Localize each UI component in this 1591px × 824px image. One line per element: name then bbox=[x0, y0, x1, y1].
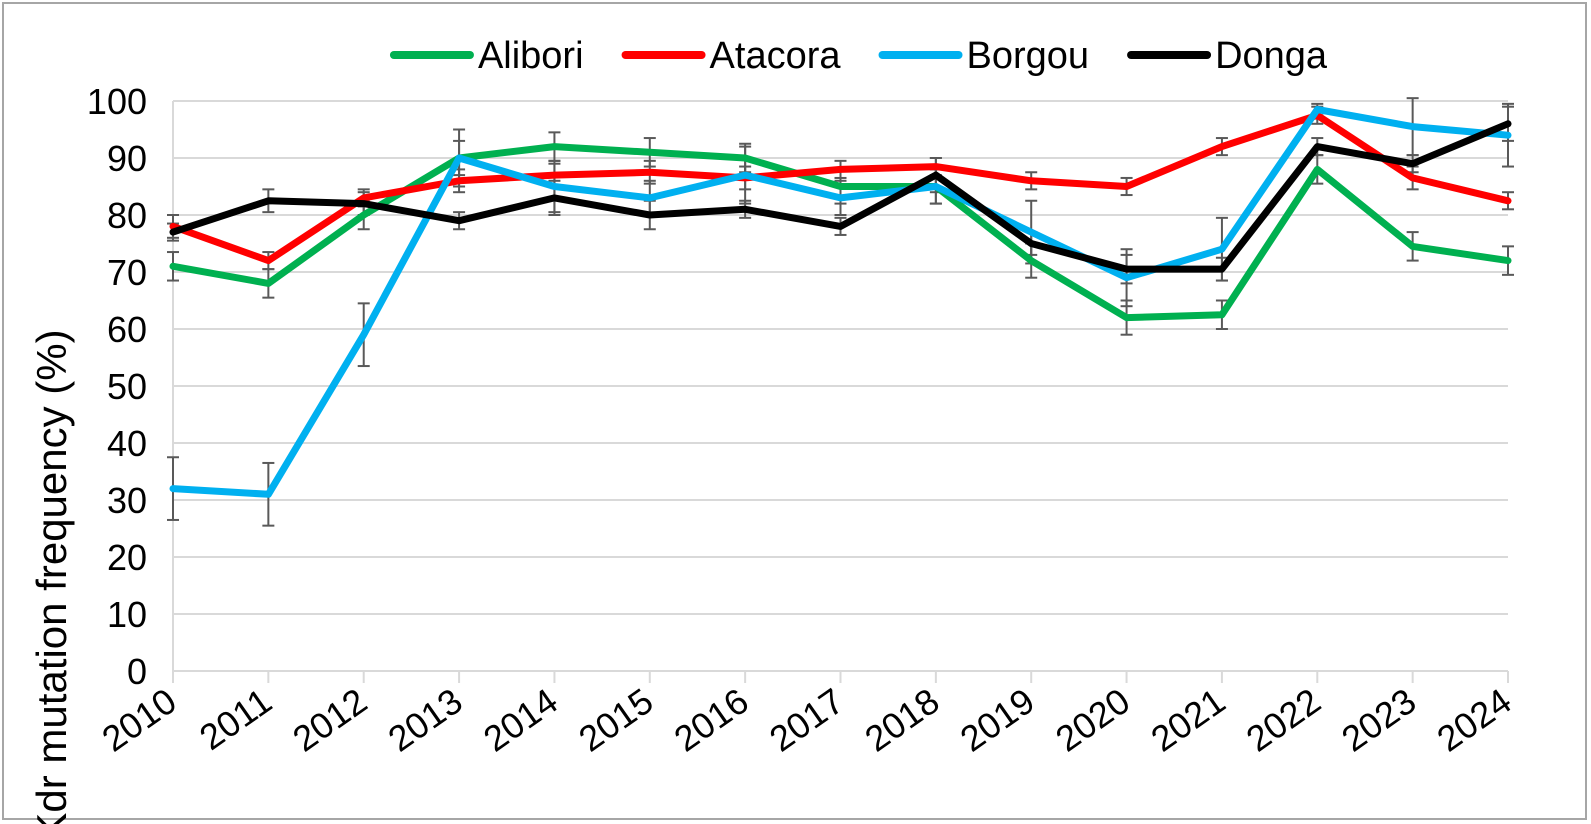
x-tick-label: 2022 bbox=[1239, 680, 1328, 760]
x-tick-label: 2023 bbox=[1334, 680, 1423, 760]
x-tick-label: 2011 bbox=[192, 680, 279, 758]
y-axis-title: Kdr mutation frequency (%) bbox=[28, 329, 75, 824]
legend-label-atacora: Atacora bbox=[710, 35, 842, 77]
series-lines bbox=[169, 106, 1512, 498]
legend: Alibori Atacora Borgou Donga bbox=[389, 35, 1328, 77]
legend-label-alibori: Alibori bbox=[478, 35, 584, 77]
x-tick-label: 2024 bbox=[1429, 680, 1518, 760]
y-tick-label: 90 bbox=[107, 138, 147, 179]
y-tick-label: 30 bbox=[107, 480, 147, 521]
series-line-donga bbox=[169, 120, 1512, 273]
y-tick-label: 70 bbox=[107, 252, 147, 293]
y-tick-label: 60 bbox=[107, 309, 147, 350]
axes bbox=[172, 101, 1509, 683]
x-tick-label: 2013 bbox=[381, 680, 470, 760]
error-bars bbox=[167, 97, 1514, 527]
legend-label-donga: Donga bbox=[1215, 35, 1328, 77]
y-tick-label: 20 bbox=[107, 537, 147, 578]
x-tick-label: 2018 bbox=[857, 680, 946, 760]
series-line-atacora bbox=[169, 111, 1512, 265]
x-tick-label: 2015 bbox=[571, 680, 660, 760]
x-tick-label: 2014 bbox=[476, 680, 565, 760]
gridlines bbox=[173, 100, 1508, 615]
y-tick-label: 100 bbox=[87, 81, 147, 122]
legend-label-borgou: Borgou bbox=[967, 35, 1090, 77]
x-tick-label: 2020 bbox=[1048, 680, 1137, 760]
y-tick-label: 80 bbox=[107, 195, 147, 236]
x-tick-label: 2016 bbox=[667, 680, 756, 760]
x-tick-label: 2012 bbox=[285, 680, 374, 760]
y-tick-label: 40 bbox=[107, 423, 147, 464]
y-tick-label: 50 bbox=[107, 366, 147, 407]
y-tick-label: 10 bbox=[107, 594, 147, 635]
x-tick-label: 2017 bbox=[762, 680, 851, 760]
x-tick-label: 2021 bbox=[1143, 680, 1232, 760]
series-line-alibori bbox=[169, 143, 1512, 322]
series-line-borgou bbox=[169, 106, 1512, 498]
x-tick-label: 2019 bbox=[953, 680, 1042, 760]
y-tick-label: 0 bbox=[127, 651, 147, 692]
